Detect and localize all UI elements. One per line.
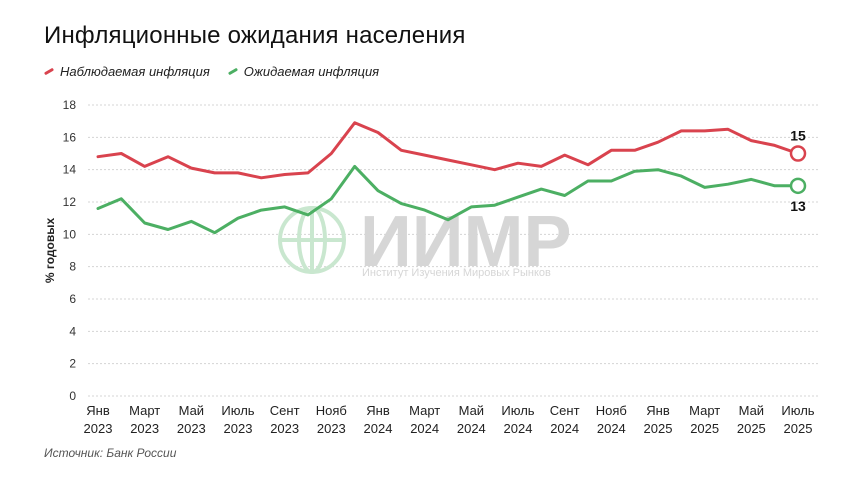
x-tick-label-year: 2023 bbox=[84, 421, 113, 436]
legend-item-expected: Ожидаемая инфляция bbox=[227, 64, 380, 79]
y-axis-label: % годовых bbox=[43, 218, 57, 284]
series-end-label-observed: 15 bbox=[790, 128, 806, 144]
y-tick-label: 12 bbox=[63, 195, 77, 209]
x-tick-label-year: 2024 bbox=[597, 421, 626, 436]
watermark bbox=[278, 206, 346, 274]
x-tick-label-year: 2024 bbox=[457, 421, 486, 436]
x-tick-label-month: Нояб bbox=[316, 403, 347, 418]
series-end-marker-observed bbox=[789, 145, 807, 162]
x-tick-label-month: Нояб bbox=[596, 403, 627, 418]
x-tick-label-year: 2023 bbox=[270, 421, 299, 436]
y-tick-label: 8 bbox=[69, 260, 76, 274]
y-tick-label: 18 bbox=[63, 98, 77, 112]
x-tick-label-month: Сент bbox=[270, 403, 300, 418]
x-tick-label-year: 2023 bbox=[177, 421, 206, 436]
x-tick-label-month: Май bbox=[739, 403, 764, 418]
series-end-label-expected: 13 bbox=[790, 198, 806, 214]
x-tick-label-year: 2024 bbox=[550, 421, 579, 436]
x-tick-label-month: Март bbox=[129, 403, 160, 418]
legend-label-expected: Ожидаемая инфляция bbox=[243, 64, 380, 79]
legend-label-observed: Наблюдаемая инфляция bbox=[60, 64, 210, 79]
x-tick-label-year: 2023 bbox=[130, 421, 159, 436]
x-tick-label-month: Март bbox=[689, 403, 720, 418]
chart-title: Инфляционные ожидания населения bbox=[44, 22, 466, 49]
x-tick-label-month: Янв bbox=[366, 403, 390, 418]
x-tick-label-month: Сент bbox=[550, 403, 580, 418]
x-tick-label-year: 2025 bbox=[644, 421, 673, 436]
x-tick-label-month: Янв bbox=[646, 403, 670, 418]
watermark-brand: ИИМР bbox=[360, 202, 572, 282]
x-tick-label-year: 2024 bbox=[410, 421, 439, 436]
x-tick-label-month: Март bbox=[409, 403, 440, 418]
x-tick-label-year: 2023 bbox=[317, 421, 346, 436]
y-tick-label: 10 bbox=[63, 227, 77, 241]
y-tick-label: 16 bbox=[63, 130, 77, 144]
series-line-expected bbox=[96, 164, 800, 235]
x-tick-label-year: 2025 bbox=[737, 421, 766, 436]
y-tick-label: 14 bbox=[63, 163, 77, 177]
y-tick-label: 6 bbox=[69, 292, 76, 306]
x-tick-label-year: 2024 bbox=[504, 421, 533, 436]
y-tick-label: 0 bbox=[69, 389, 76, 403]
x-tick-label-year: 2025 bbox=[690, 421, 719, 436]
source-note: Источник: Банк России bbox=[44, 446, 177, 460]
x-tick-label-month: Май bbox=[179, 403, 204, 418]
x-tick-label-month: Май bbox=[459, 403, 484, 418]
x-tick-label-year: 2025 bbox=[784, 421, 813, 436]
y-tick-label: 4 bbox=[69, 324, 76, 338]
legend-item-observed: Наблюдаемая инфляция bbox=[43, 64, 210, 79]
x-tick-label-year: 2023 bbox=[224, 421, 253, 436]
series-end-marker-expected bbox=[789, 177, 807, 195]
x-tick-label-month: Июль bbox=[781, 403, 814, 418]
y-tick-label: 2 bbox=[69, 357, 76, 371]
x-tick-label-month: Янв bbox=[86, 403, 110, 418]
series-line-observed bbox=[96, 121, 800, 180]
legend: Наблюдаемая инфляция Ожидаемая инфляция bbox=[43, 64, 380, 79]
x-tick-label-month: Июль bbox=[221, 403, 254, 418]
watermark-tagline: Институт Изучения Мировых Рынков bbox=[362, 267, 551, 279]
watermark-globe-meridian bbox=[297, 206, 327, 274]
x-tick-label-month: Июль bbox=[501, 403, 534, 418]
x-tick-label-year: 2024 bbox=[364, 421, 393, 436]
